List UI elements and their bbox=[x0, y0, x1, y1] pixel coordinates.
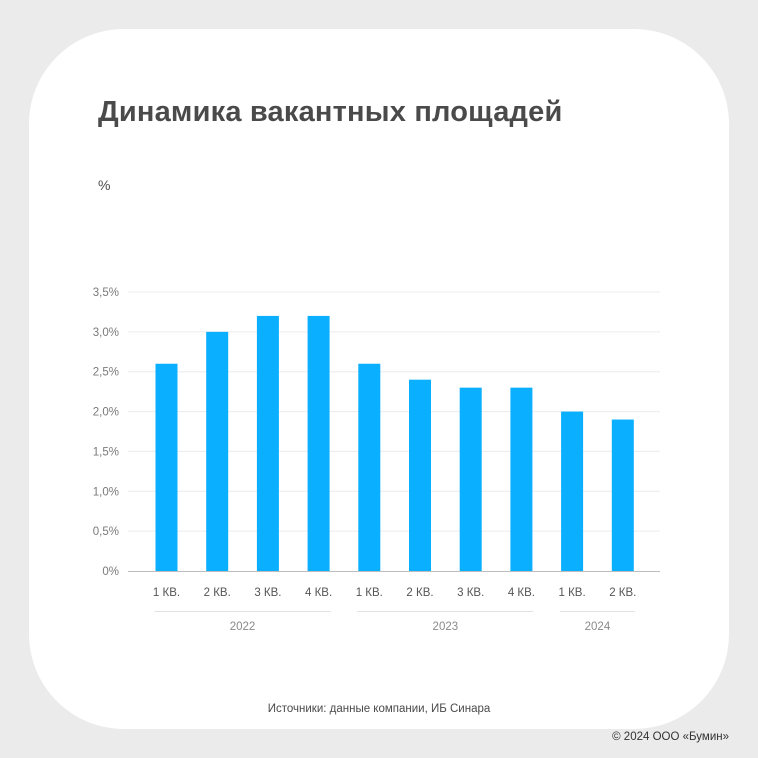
y-tick-label: 3,0% bbox=[93, 327, 119, 339]
bar bbox=[358, 363, 381, 571]
y-tick-label: 0% bbox=[102, 566, 119, 578]
bar bbox=[307, 315, 330, 571]
x-tick-label: 4 КВ. bbox=[508, 587, 535, 599]
x-tick-label: 1 КВ. bbox=[559, 587, 586, 599]
x-tick-label: 2 КВ. bbox=[609, 587, 636, 599]
y-tick-label: 2,5% bbox=[93, 367, 119, 379]
y-axis-unit-label: % bbox=[98, 177, 111, 193]
bar bbox=[206, 331, 229, 571]
bar bbox=[155, 363, 178, 571]
y-tick-label: 2,0% bbox=[93, 407, 119, 419]
group-label: 2024 bbox=[585, 621, 611, 633]
x-tick-label: 3 КВ. bbox=[254, 587, 281, 599]
x-tick-label: 2 КВ. bbox=[406, 587, 433, 599]
copyright-note: © 2024 ООО «Бумин» bbox=[612, 731, 729, 743]
y-tick-label: 0,5% bbox=[93, 526, 119, 538]
x-tick-label: 1 КВ. bbox=[153, 587, 180, 599]
x-tick-label: 1 КВ. bbox=[356, 587, 383, 599]
x-tick-label: 4 КВ. bbox=[305, 587, 332, 599]
group-label: 2023 bbox=[433, 621, 459, 633]
bar bbox=[409, 379, 431, 571]
x-tick-label: 3 КВ. bbox=[457, 587, 484, 599]
x-tick-label: 2 КВ. bbox=[204, 587, 231, 599]
bar bbox=[459, 387, 482, 571]
bar bbox=[510, 387, 533, 571]
group-label: 2022 bbox=[230, 621, 256, 633]
chart-title: Динамика вакантных площадей bbox=[98, 96, 563, 128]
bar bbox=[561, 411, 584, 571]
y-tick-label: 1,0% bbox=[93, 486, 119, 498]
bar bbox=[256, 315, 279, 571]
bar bbox=[611, 419, 634, 571]
source-note: Источники: данные компании, ИБ Синара bbox=[267, 703, 491, 715]
y-tick-label: 1,5% bbox=[93, 446, 119, 458]
y-tick-label: 3,5% bbox=[93, 287, 119, 299]
